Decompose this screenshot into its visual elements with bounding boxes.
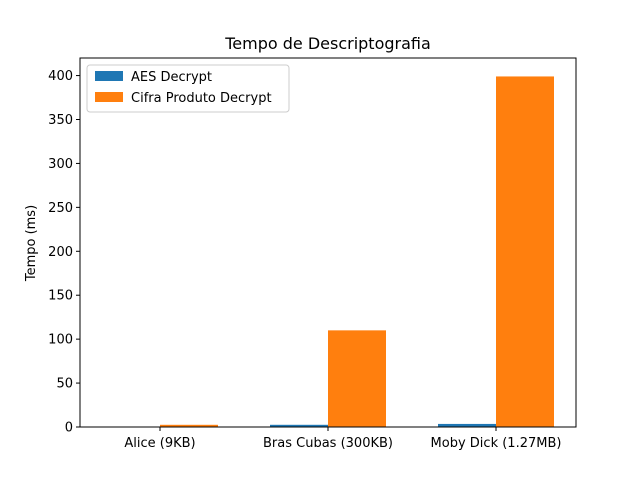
plot-area: 0 50 100 150 200 250 300 350 400 Alice (9KB) Bras … [48, 57, 577, 451]
legend-label-1: Cifra Produto Decrypt [131, 91, 272, 106]
y-tick-label: 400 [48, 69, 73, 84]
x-tick-label: Moby Dick (1.27MB) [431, 436, 562, 451]
bar-aes-2 [438, 423, 496, 427]
legend-swatch-0 [95, 71, 123, 81]
legend: AES Decrypt Cifra Produto Decrypt [86, 64, 290, 113]
x-tick-label: Bras Cubas (300KB) [263, 436, 393, 451]
bar-aes-1 [270, 424, 328, 427]
y-axis-label: Tempo (ms) [24, 205, 39, 282]
y-tick-label: 0 [65, 421, 73, 436]
y-tick-label: 200 [48, 245, 73, 260]
y-tick-label: 250 [48, 201, 73, 216]
y-tick-label: 100 [48, 333, 73, 348]
y-tick-label: 350 [48, 113, 73, 128]
legend-swatch-1 [95, 92, 123, 102]
bar-cifra-1 [328, 330, 386, 427]
bar-cifra-0 [160, 424, 218, 427]
legend-box [86, 64, 290, 113]
bar-cifra-2 [496, 76, 554, 427]
x-tick-label: Alice (9KB) [124, 436, 195, 451]
y-tick-label: 300 [48, 157, 73, 172]
y-tick-label: 150 [48, 289, 73, 304]
chart-title: Tempo de Descriptografia [224, 34, 431, 53]
y-tick-label: 50 [56, 377, 73, 392]
legend-label-0: AES Decrypt [131, 70, 212, 85]
